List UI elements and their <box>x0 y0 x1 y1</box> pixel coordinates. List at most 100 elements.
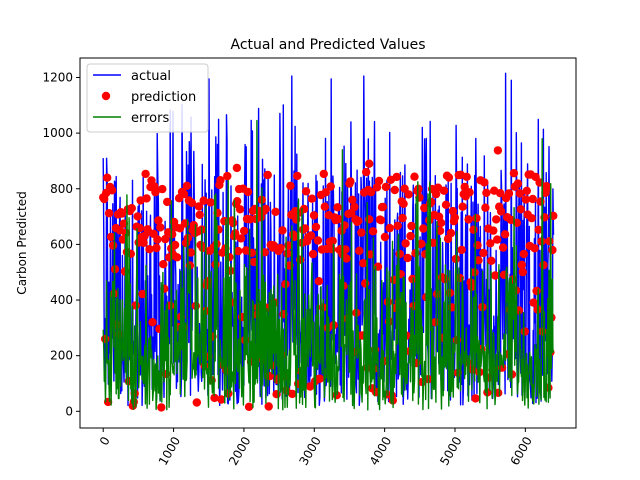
prediction-point <box>278 226 287 235</box>
prediction-point <box>157 403 166 412</box>
prediction-point <box>543 183 552 193</box>
prediction-point <box>372 183 382 192</box>
prediction-point <box>117 209 127 218</box>
prediction-point <box>362 167 371 177</box>
prediction-point <box>101 334 110 344</box>
prediction-point <box>276 243 285 253</box>
prediction-point <box>496 207 506 216</box>
prediction-point <box>436 218 446 228</box>
prediction-point <box>431 318 440 327</box>
prediction-point <box>515 189 525 198</box>
prediction-point <box>148 318 157 327</box>
chart-title: Actual and Predicted Values <box>230 37 425 53</box>
prediction-point <box>161 234 170 244</box>
plot-frame <box>79 57 577 429</box>
prediction-point <box>366 188 376 197</box>
legend-label-errors: errors <box>131 111 169 126</box>
prediction-point <box>182 181 192 190</box>
prediction-point <box>243 187 253 197</box>
prediction-point <box>288 389 297 399</box>
prediction-point <box>142 194 151 203</box>
prediction-point <box>548 245 557 255</box>
prediction-point <box>106 232 116 242</box>
prediction-point <box>256 213 265 222</box>
prediction-point <box>163 197 172 207</box>
prediction-point <box>199 196 208 205</box>
prediction-point <box>518 267 527 277</box>
prediction-point <box>264 402 273 411</box>
prediction-point <box>119 219 129 228</box>
prediction-point <box>521 195 530 204</box>
prediction-point <box>153 235 162 244</box>
legend-marker-prediction <box>101 91 111 101</box>
prediction-point <box>493 146 503 155</box>
prediction-point <box>539 260 548 270</box>
prediction-point <box>446 228 456 238</box>
prediction-point <box>395 249 404 259</box>
prediction-point <box>307 194 317 203</box>
prediction-point <box>471 394 480 403</box>
prediction-point <box>326 182 335 191</box>
prediction-point <box>283 249 292 258</box>
y-tick-label: 200 <box>50 349 73 363</box>
prediction-point <box>206 198 215 207</box>
prediction-point <box>465 188 474 197</box>
y-tick-label: 1200 <box>42 70 73 84</box>
prediction-point <box>319 169 328 179</box>
prediction-point <box>234 246 243 256</box>
prediction-point <box>156 223 165 232</box>
prediction-point <box>500 230 510 239</box>
prediction-point <box>383 297 393 307</box>
prediction-point <box>308 249 318 259</box>
prediction-point <box>469 225 478 234</box>
prediction-point <box>154 216 163 225</box>
prediction-point <box>374 176 384 186</box>
prediction-point <box>244 402 254 411</box>
y-tick-label: 600 <box>50 237 73 251</box>
prediction-point <box>355 246 364 255</box>
prediction-point <box>320 202 329 211</box>
prediction-point <box>194 202 203 211</box>
prediction-point <box>398 213 407 223</box>
prediction-point <box>390 185 399 195</box>
prediction-point <box>198 243 207 253</box>
prediction-point <box>448 206 458 216</box>
prediction-point <box>301 187 311 196</box>
prediction-point <box>486 239 495 248</box>
prediction-point <box>365 215 374 224</box>
prediction-point <box>368 227 378 236</box>
prediction-point <box>392 172 401 182</box>
prediction-point <box>328 236 337 246</box>
legend-box <box>86 63 209 133</box>
prediction-point <box>474 256 483 265</box>
y-tick-label: 400 <box>50 293 73 307</box>
y-axis-label: Carbon Predicted <box>15 191 29 294</box>
prediction-point <box>271 207 280 216</box>
prediction-point <box>187 198 197 207</box>
prediction-point <box>529 298 538 307</box>
prediction-point <box>152 243 161 253</box>
prediction-point <box>460 182 469 192</box>
prediction-point <box>457 245 466 255</box>
y-tick-label: 0 <box>65 404 73 418</box>
prediction-point <box>327 245 336 254</box>
prediction-point <box>458 202 467 211</box>
prediction-point <box>487 256 496 265</box>
prediction-point <box>404 190 413 199</box>
prediction-point <box>545 237 554 246</box>
prediction-point <box>480 178 489 187</box>
prediction-point <box>104 209 114 218</box>
prediction-point <box>334 214 343 224</box>
prediction-point <box>365 159 374 168</box>
prediction-point <box>432 289 442 299</box>
prediction-point <box>299 204 309 214</box>
prediction-point <box>192 398 201 407</box>
y-axis: 0 200 400 600 800 1000 1200 <box>42 70 80 418</box>
prediction-point <box>516 205 525 214</box>
prediction-point <box>527 214 536 223</box>
prediction-point <box>103 173 112 182</box>
prediction-point <box>393 221 402 230</box>
prediction-point <box>532 286 541 296</box>
prediction-point <box>236 234 246 243</box>
prediction-point <box>439 186 449 195</box>
